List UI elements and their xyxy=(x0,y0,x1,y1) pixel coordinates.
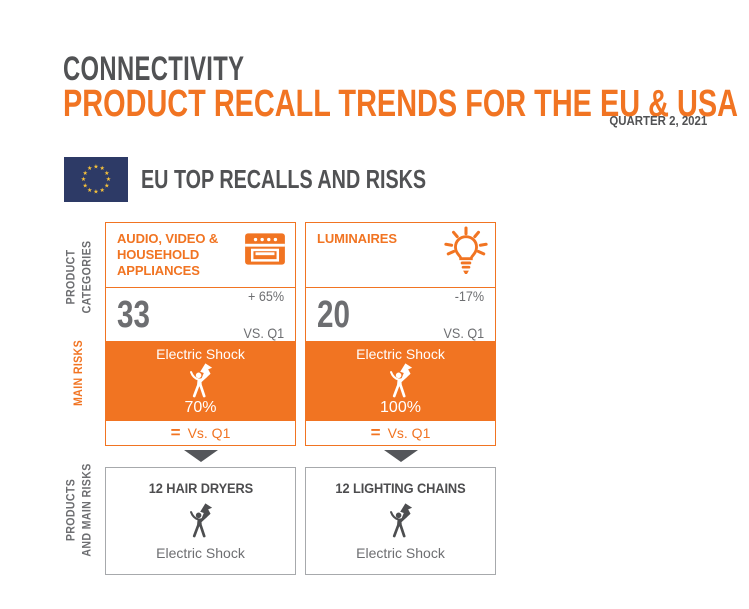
svg-text:★: ★ xyxy=(104,170,109,177)
risk-trend-row: = Vs. Q1 xyxy=(306,421,495,445)
electric-shock-icon xyxy=(185,503,217,538)
report-period: QUARTER 2, 2021 xyxy=(609,113,707,128)
svg-text:★: ★ xyxy=(87,165,92,172)
trend-label: Vs. Q1 xyxy=(187,425,231,441)
arrow-down-icon xyxy=(383,450,418,462)
change-period: VS. Q1 xyxy=(443,324,484,341)
arrow-down-icon xyxy=(183,450,218,462)
change-vs-q1: + 65% VS. Q1 xyxy=(243,269,284,360)
oven-icon xyxy=(244,231,286,272)
svg-text:★: ★ xyxy=(106,176,111,183)
electric-shock-icon xyxy=(385,363,417,398)
product-title: 12 HAIR DRYERS xyxy=(148,481,253,496)
product-title: 12 LIGHTING CHAINS xyxy=(335,481,466,496)
main-risk-panel: Electric Shock 70% xyxy=(106,341,295,421)
svg-text:★: ★ xyxy=(82,170,87,177)
recall-stats: 33 + 65% VS. Q1 xyxy=(106,288,295,341)
eu-flag-icon: ★ ★ ★ ★ ★ ★ ★ ★ ★ ★ ★ ★ xyxy=(64,157,128,202)
row-label-product-categories: PRODUCT CATEGORIES xyxy=(65,240,93,314)
category-card: LUMINAIRES 20 -17% VS. Q1 Electric Shock… xyxy=(305,222,496,446)
main-risk-panel: Electric Shock 100% xyxy=(306,341,495,421)
risk-percent: 100% xyxy=(380,398,421,416)
risk-title: Electric Shock xyxy=(156,345,245,362)
risk-trend-row: = Vs. Q1 xyxy=(106,421,295,445)
recall-stats: 20 -17% VS. Q1 xyxy=(306,288,495,341)
card-header: LUMINAIRES xyxy=(306,223,495,288)
product-risk-label: Electric Shock xyxy=(156,545,245,561)
change-period: VS. Q1 xyxy=(243,324,284,341)
category-title: AUDIO, VIDEO & HOUSEHOLD APPLIANCES xyxy=(117,231,219,278)
equals-icon: = xyxy=(370,422,381,442)
svg-text:★: ★ xyxy=(100,187,105,194)
top-product-box: 12 LIGHTING CHAINS Electric Shock xyxy=(305,467,496,575)
section-title: EU TOP RECALLS AND RISKS xyxy=(141,164,427,194)
electric-shock-icon xyxy=(385,503,417,538)
trend-label: Vs. Q1 xyxy=(387,425,431,441)
svg-text:★: ★ xyxy=(87,187,92,194)
product-risk-label: Electric Shock xyxy=(356,545,445,561)
svg-text:★: ★ xyxy=(93,164,98,171)
category-column-appliances: AUDIO, VIDEO & HOUSEHOLD APPLIANCES 33 +… xyxy=(105,222,296,575)
equals-icon: = xyxy=(170,422,181,442)
svg-text:★: ★ xyxy=(81,176,86,183)
card-header: AUDIO, VIDEO & HOUSEHOLD APPLIANCES xyxy=(106,223,295,288)
row-label-main-risks: MAIN RISKS xyxy=(73,340,86,406)
category-title: LUMINAIRES xyxy=(317,231,397,246)
change-vs-q1: -17% VS. Q1 xyxy=(443,269,484,360)
category-column-luminaires: LUMINAIRES 20 -17% VS. Q1 Electric Shock… xyxy=(305,222,496,575)
svg-text:★: ★ xyxy=(104,182,109,189)
svg-text:★: ★ xyxy=(93,189,98,196)
svg-text:★: ★ xyxy=(100,165,105,172)
recall-count: 20 xyxy=(317,293,350,336)
category-card: AUDIO, VIDEO & HOUSEHOLD APPLIANCES 33 +… xyxy=(105,222,296,446)
risk-title: Electric Shock xyxy=(356,345,445,362)
top-product-box: 12 HAIR DRYERS Electric Shock xyxy=(105,467,296,575)
risk-percent: 70% xyxy=(184,398,217,416)
brand-title: CONNECTIVITY xyxy=(63,50,245,88)
row-label-products-and-main-risks: PRODUCTS AND MAIN RISKS xyxy=(65,463,93,557)
svg-text:★: ★ xyxy=(82,182,87,189)
change-value: -17% xyxy=(454,288,484,305)
recall-count: 33 xyxy=(117,293,150,336)
page-title: PRODUCT RECALL TRENDS FOR THE EU & USA xyxy=(63,83,738,125)
electric-shock-icon xyxy=(185,363,217,398)
change-value: + 65% xyxy=(247,288,284,305)
